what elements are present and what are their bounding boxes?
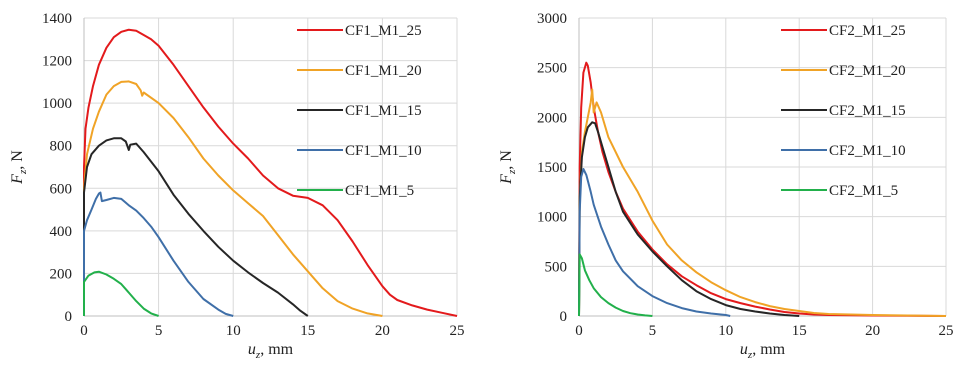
y-tick-label: 2500: [537, 61, 567, 77]
legend-label: CF2_M1_10: [829, 143, 906, 159]
y-tick-label: 600: [50, 181, 73, 197]
series-line-CF2_M1_15: [578, 121, 800, 317]
legend-label: CF1_M1_10: [345, 143, 422, 159]
chart-left: 0 5 10 15 20 25 0 200 400 600 800 1000 1200 1400 uz, m…: [9, 11, 465, 361]
y-tick-label: 500: [545, 259, 568, 275]
x-axis-label: uz, mm: [740, 341, 786, 361]
series-line-CF1_M1_20: [83, 80, 383, 317]
y-tick-label: 1000: [537, 210, 567, 226]
legend-label: CF1_M1_5: [345, 183, 414, 199]
x-tick-label: 15: [300, 323, 315, 339]
legend-label: CF1_M1_15: [345, 103, 422, 119]
y-tick-label: 0: [65, 309, 73, 325]
x-tick-label: 0: [80, 323, 88, 339]
legend-label: CF1_M1_25: [345, 23, 422, 39]
y-tick-label: 1500: [537, 160, 567, 176]
y-tick-label: 3000: [537, 11, 567, 27]
x-tick-label: 25: [939, 323, 954, 339]
y-tick-label: 200: [50, 266, 73, 282]
y-axis-label: Fz, N: [498, 150, 518, 185]
y-tick-label: 0: [560, 309, 568, 325]
y-tick-label: 400: [50, 224, 73, 240]
legend-label: CF2_M1_5: [829, 183, 898, 199]
x-tick-label: 5: [649, 323, 657, 339]
series-line-CF2_M1_5: [578, 253, 653, 317]
series-line-CF1_M1_15: [83, 137, 309, 317]
x-tick-label: 20: [865, 323, 880, 339]
legend-label: CF2_M1_20: [829, 63, 906, 79]
series-line-CF1_M1_10: [83, 191, 234, 317]
y-tick-label: 800: [50, 139, 73, 155]
legend-label: CF2_M1_15: [829, 103, 906, 119]
x-tick-label: 25: [450, 323, 465, 339]
x-tick-label: 5: [155, 323, 163, 339]
y-axis-label: Fz, N: [9, 150, 29, 185]
y-tick-label: 1400: [42, 11, 72, 27]
x-axis-label: uz, mm: [248, 341, 294, 361]
x-tick-label: 15: [792, 323, 807, 339]
series-line-CF2_M1_25: [578, 61, 947, 317]
x-tick-label: 10: [226, 323, 241, 339]
x-tick-label: 20: [375, 323, 390, 339]
y-tick-label: 2000: [537, 110, 567, 126]
y-tick-label: 1200: [42, 54, 72, 70]
chart-right: 0 5 10 15 20 25 0 500 1000 1500 2000 2500 3000 uz, mm…: [498, 11, 954, 361]
series-line-CF2_M1_20: [578, 88, 947, 317]
x-tick-label: 10: [718, 323, 733, 339]
series-line-CF1_M1_5: [83, 270, 159, 317]
x-tick-label: 0: [575, 323, 583, 339]
legend-label: CF2_M1_25: [829, 23, 906, 39]
y-tick-label: 1000: [42, 96, 72, 112]
series-line-CF2_M1_10: [578, 168, 731, 317]
legend-label: CF1_M1_20: [345, 63, 422, 79]
series-line-CF1_M1_25: [83, 28, 458, 317]
